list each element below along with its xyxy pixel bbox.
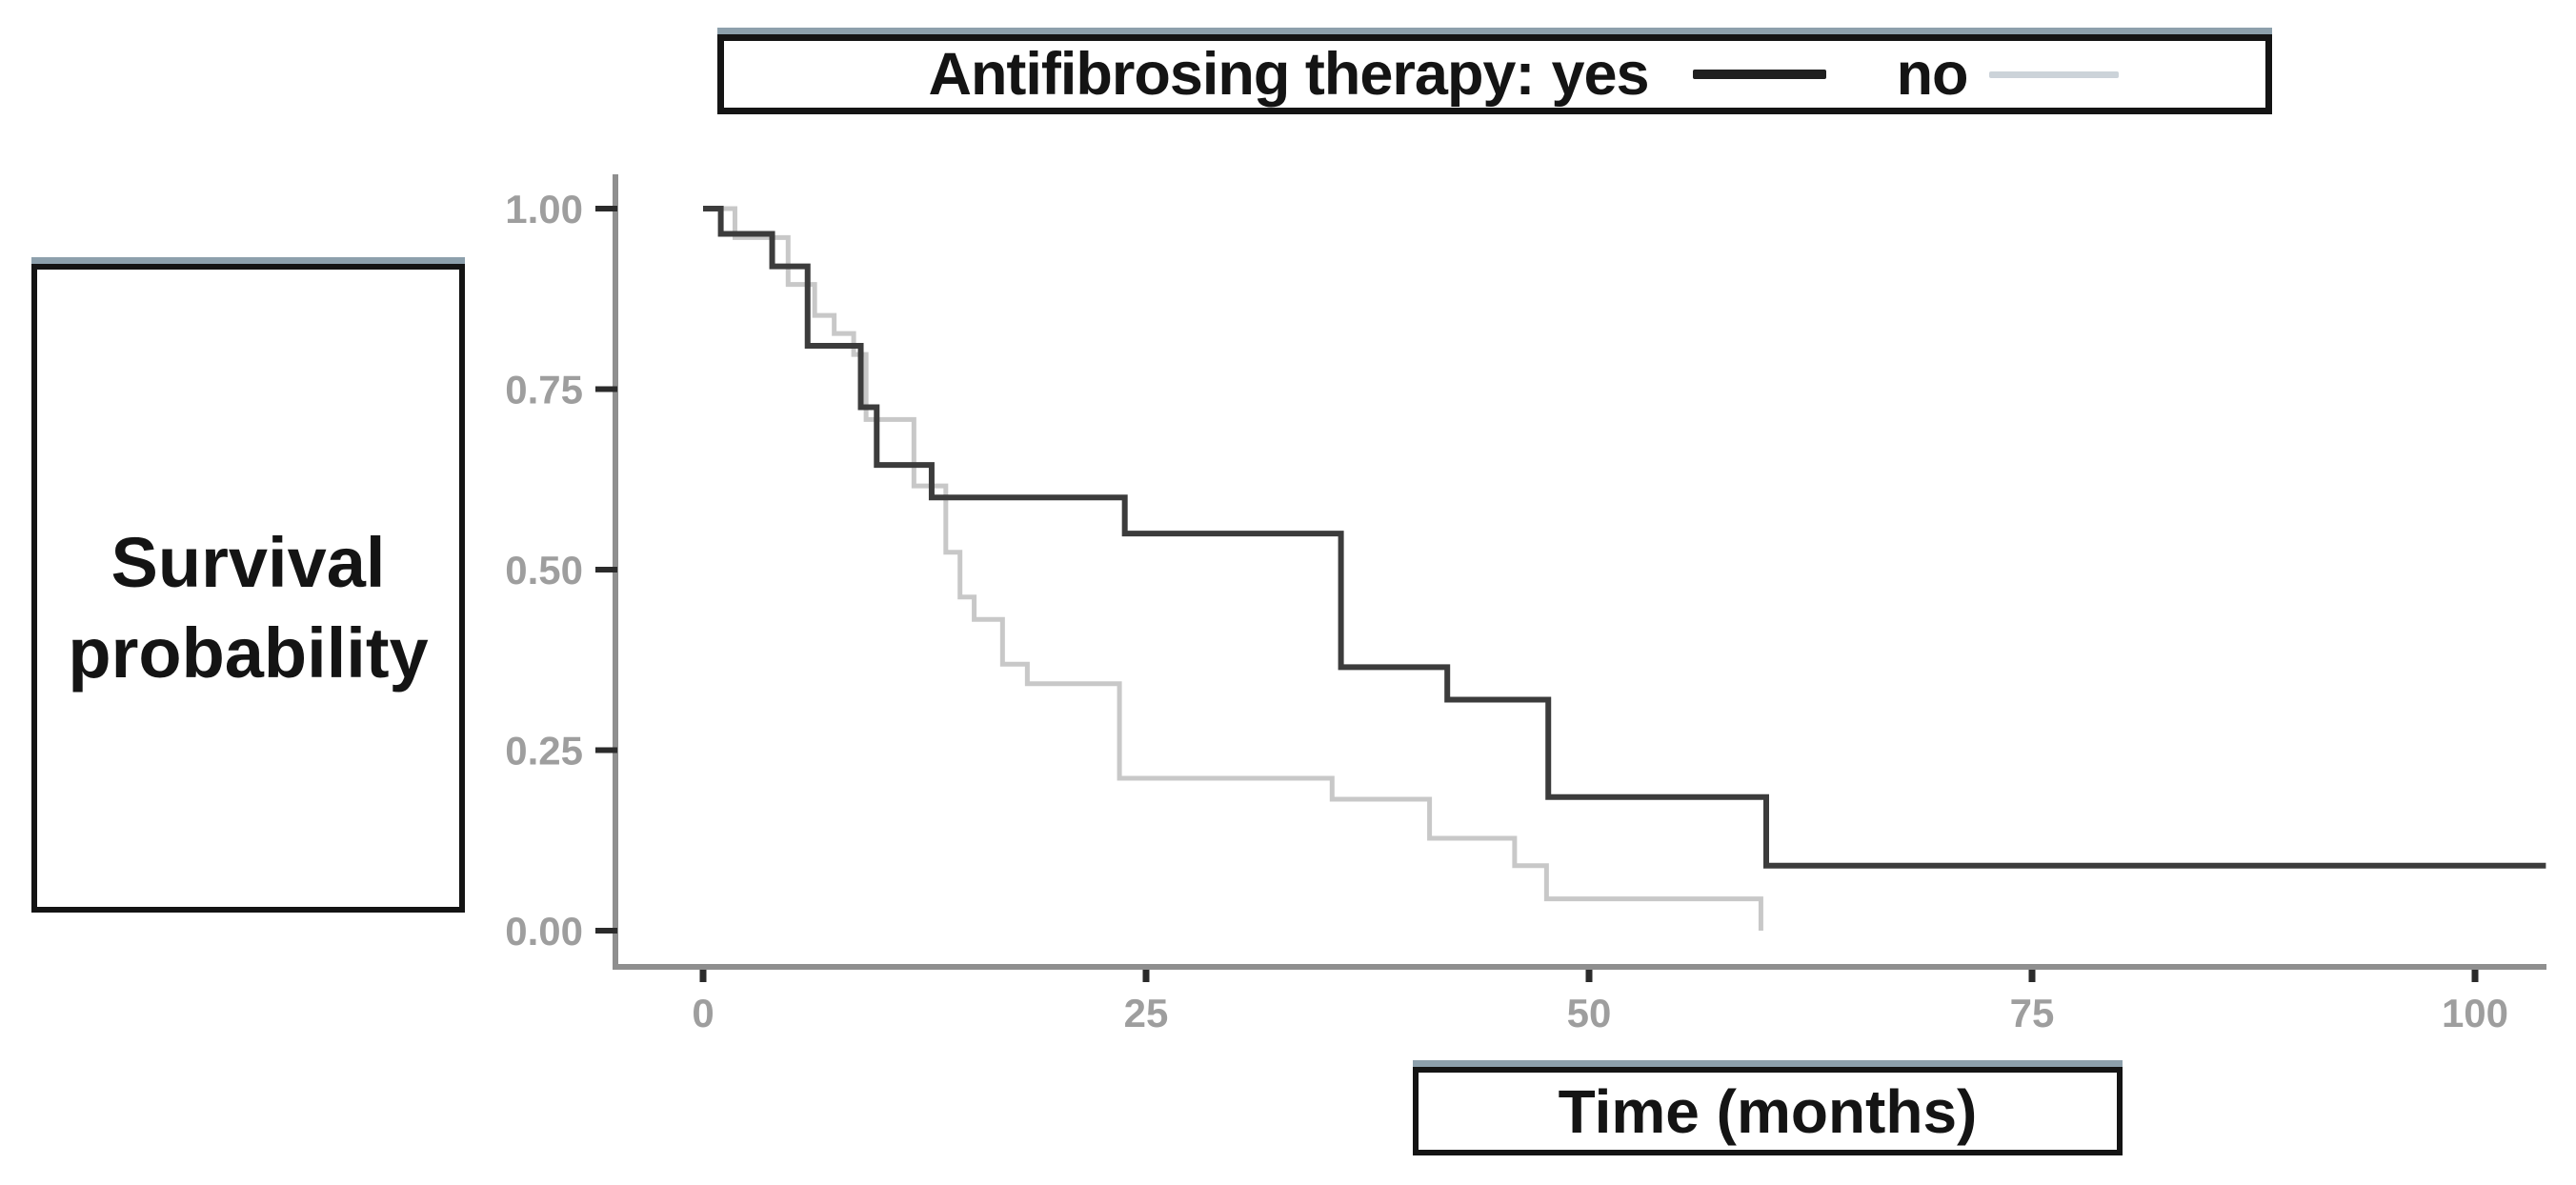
x-tick-label: 25 [1124, 991, 1169, 1035]
y-tick-label: 1.00 [505, 187, 583, 231]
survival-curve-no [703, 206, 1763, 931]
x-axis-title: Time (months) [1558, 1076, 1978, 1146]
x-axis-label-box: Time (months) [1413, 1067, 2123, 1155]
legend-no-line-sample [1988, 70, 2119, 78]
y-tick-label: 0.00 [505, 909, 583, 954]
y-axis-title: Survival probability [68, 522, 429, 693]
legend-item-no-label: no [1896, 41, 1969, 108]
x-tick-label: 75 [2010, 991, 2055, 1035]
y-axis-label-box: Survival probability [31, 264, 465, 913]
survival-curve-yes [703, 206, 2546, 869]
x-tick-label: 100 [2442, 991, 2508, 1035]
x-tick-label: 0 [692, 991, 714, 1035]
legend-box: Antifibrosing therapy: yes no [717, 34, 2272, 114]
legend-title: Antifibrosing therapy: [928, 41, 1535, 108]
legend-yes-line-sample [1692, 70, 1826, 79]
y-tick-label: 0.75 [505, 368, 583, 412]
y-tick-label: 0.25 [505, 729, 583, 773]
y-tick-label: 0.50 [505, 548, 583, 592]
legend-item-yes-label: yes [1551, 41, 1649, 108]
x-tick-label: 50 [1567, 991, 1612, 1035]
